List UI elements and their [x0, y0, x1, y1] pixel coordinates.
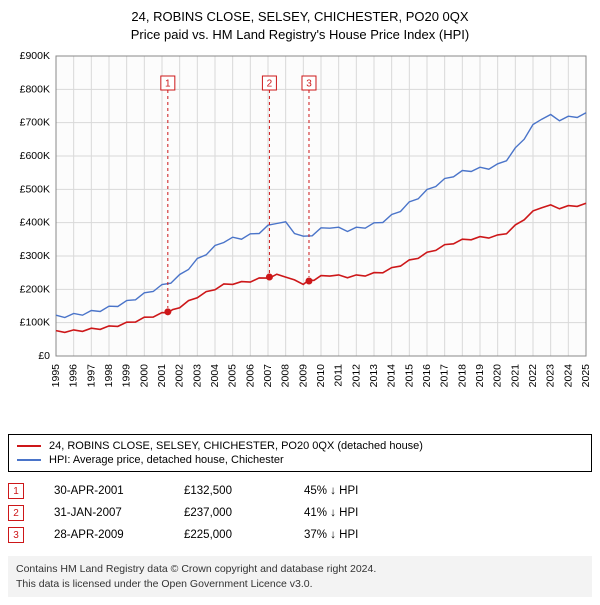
sales-table: 1 30-APR-2001 £132,500 45% ↓ HPI 2 31-JA…	[8, 480, 592, 546]
marker-badge: 2	[8, 505, 24, 521]
svg-text:£0: £0	[38, 350, 50, 362]
svg-text:2010: 2010	[315, 364, 327, 388]
svg-text:2022: 2022	[527, 364, 539, 388]
svg-text:2011: 2011	[333, 364, 345, 387]
svg-text:2000: 2000	[138, 364, 150, 388]
svg-text:£700K: £700K	[20, 117, 50, 129]
sale-date: 30-APR-2001	[54, 485, 154, 497]
svg-text:£100K: £100K	[20, 317, 50, 329]
sale-diff: 45% ↓ HPI	[304, 485, 394, 497]
svg-text:£300K: £300K	[20, 250, 50, 262]
svg-text:£900K: £900K	[20, 50, 50, 62]
svg-text:£800K: £800K	[20, 84, 50, 96]
attribution-line: Contains HM Land Registry data © Crown c…	[16, 562, 584, 576]
marker-badge: 3	[8, 527, 24, 543]
title-subtitle: Price paid vs. HM Land Registry's House …	[8, 26, 592, 44]
svg-text:2017: 2017	[439, 364, 451, 388]
sale-date: 28-APR-2009	[54, 529, 154, 541]
legend: 24, ROBINS CLOSE, SELSEY, CHICHESTER, PO…	[8, 434, 592, 472]
sale-price: £225,000	[184, 529, 274, 541]
svg-text:3: 3	[306, 79, 312, 90]
svg-text:1997: 1997	[85, 364, 97, 388]
legend-swatch	[17, 445, 41, 447]
svg-text:2004: 2004	[209, 364, 221, 388]
svg-text:1: 1	[165, 79, 171, 90]
svg-text:£200K: £200K	[20, 284, 50, 296]
svg-text:2021: 2021	[509, 364, 521, 388]
svg-text:2003: 2003	[191, 364, 203, 388]
svg-text:2: 2	[267, 79, 273, 90]
svg-text:1996: 1996	[68, 364, 80, 388]
svg-text:2023: 2023	[545, 364, 557, 388]
attribution: Contains HM Land Registry data © Crown c…	[8, 556, 592, 596]
svg-text:2019: 2019	[474, 364, 486, 388]
svg-text:1995: 1995	[50, 364, 62, 388]
table-row: 2 31-JAN-2007 £237,000 41% ↓ HPI	[8, 502, 592, 524]
svg-text:2001: 2001	[156, 364, 168, 388]
svg-text:2006: 2006	[244, 364, 256, 388]
chart-container: 24, ROBINS CLOSE, SELSEY, CHICHESTER, PO…	[8, 8, 592, 597]
legend-label: 24, ROBINS CLOSE, SELSEY, CHICHESTER, PO…	[49, 440, 423, 452]
sale-date: 31-JAN-2007	[54, 507, 154, 519]
svg-text:£500K: £500K	[20, 184, 50, 196]
chart-plot: £0 £100K £200K £300K £400K £500K £600K £700K £80…	[8, 50, 592, 430]
svg-text:2002: 2002	[174, 364, 186, 388]
svg-text:2007: 2007	[262, 364, 274, 388]
legend-item-hpi: HPI: Average price, detached house, Chic…	[17, 453, 583, 467]
svg-text:2020: 2020	[492, 364, 504, 388]
sale-price: £132,500	[184, 485, 274, 497]
title-address: 24, ROBINS CLOSE, SELSEY, CHICHESTER, PO…	[8, 8, 592, 26]
svg-text:1998: 1998	[103, 364, 115, 388]
svg-text:2014: 2014	[386, 364, 398, 388]
title-block: 24, ROBINS CLOSE, SELSEY, CHICHESTER, PO…	[8, 8, 592, 44]
svg-text:2016: 2016	[421, 364, 433, 388]
sale-price: £237,000	[184, 507, 274, 519]
svg-text:2025: 2025	[580, 364, 592, 388]
svg-text:£400K: £400K	[20, 217, 50, 229]
table-row: 3 28-APR-2009 £225,000 37% ↓ HPI	[8, 524, 592, 546]
svg-text:2024: 2024	[562, 364, 574, 388]
svg-text:£600K: £600K	[20, 150, 50, 162]
sale-diff: 41% ↓ HPI	[304, 507, 394, 519]
legend-item-property: 24, ROBINS CLOSE, SELSEY, CHICHESTER, PO…	[17, 439, 583, 453]
marker-badge: 1	[8, 483, 24, 499]
svg-text:2018: 2018	[456, 364, 468, 388]
svg-text:2009: 2009	[297, 364, 309, 388]
legend-label: HPI: Average price, detached house, Chic…	[49, 454, 284, 466]
svg-text:2008: 2008	[280, 364, 292, 388]
svg-text:2013: 2013	[368, 364, 380, 388]
svg-text:1999: 1999	[121, 364, 133, 388]
sale-diff: 37% ↓ HPI	[304, 529, 394, 541]
chart-svg: £0 £100K £200K £300K £400K £500K £600K £700K £80…	[8, 50, 592, 430]
attribution-line: This data is licensed under the Open Gov…	[16, 577, 584, 591]
svg-text:2012: 2012	[350, 364, 362, 388]
legend-swatch	[17, 459, 41, 461]
svg-text:2015: 2015	[403, 364, 415, 388]
svg-text:2005: 2005	[227, 364, 239, 388]
table-row: 1 30-APR-2001 £132,500 45% ↓ HPI	[8, 480, 592, 502]
